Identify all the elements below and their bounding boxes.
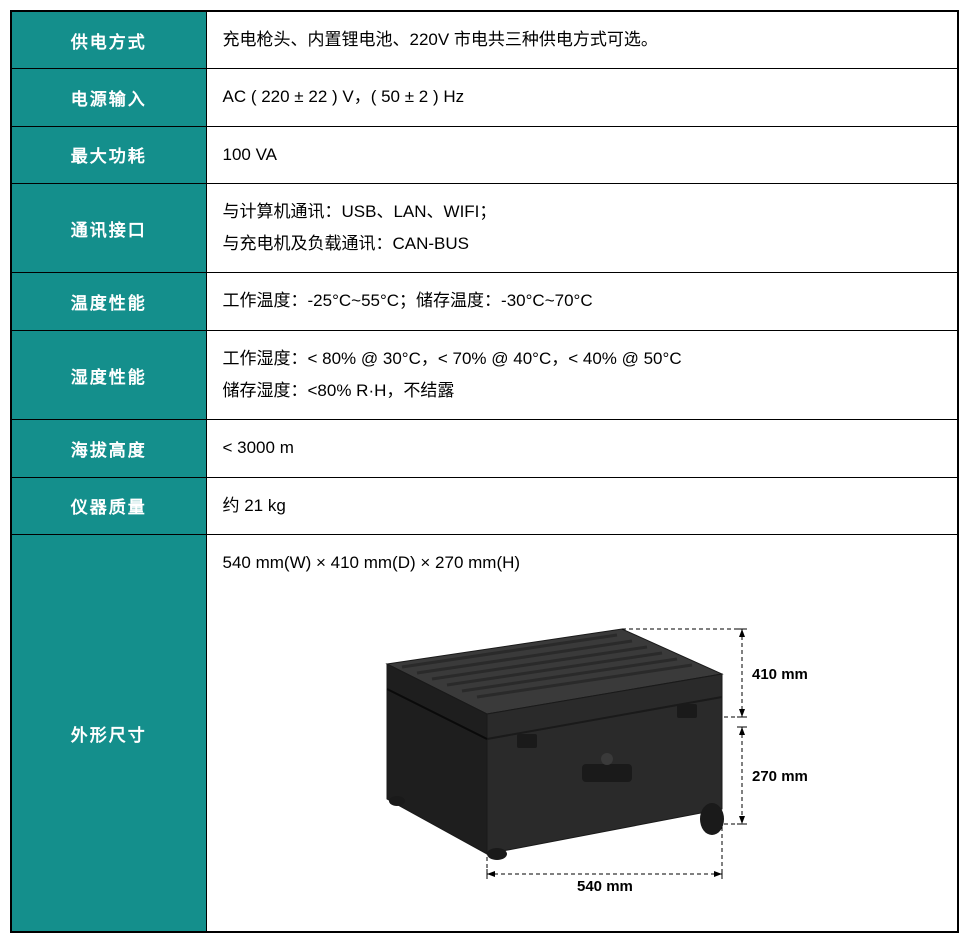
spec-value-line: 与充电机及负载通讯：CAN-BUS bbox=[223, 228, 942, 260]
dimension-label-depth: 410 mm bbox=[752, 666, 808, 683]
dimension-arrow bbox=[739, 727, 745, 735]
dimension-label-width: 540 mm bbox=[577, 878, 633, 895]
spec-value-line: 储存湿度：<80% R·H，不结露 bbox=[223, 375, 942, 407]
table-row: 外形尺寸 540 mm(W) × 410 mm(D) × 270 mm(H) bbox=[11, 534, 958, 932]
spec-value-line: 与计算机通讯：USB、LAN、WIFI； bbox=[223, 196, 942, 228]
case-wheel bbox=[700, 803, 724, 835]
spec-label: 温度性能 bbox=[11, 273, 206, 330]
spec-label: 外形尺寸 bbox=[11, 534, 206, 932]
dimension-label-height: 270 mm bbox=[752, 768, 808, 785]
case-handle-detail bbox=[601, 753, 613, 765]
table-row: 通讯接口 与计算机通讯：USB、LAN、WIFI； 与充电机及负载通讯：CAN-… bbox=[11, 183, 958, 273]
table-row: 海拔高度 < 3000 m bbox=[11, 420, 958, 477]
spec-label: 仪器质量 bbox=[11, 477, 206, 534]
spec-value: 充电枪头、内置锂电池、220V 市电共三种供电方式可选。 bbox=[206, 11, 958, 69]
dimension-text: 540 mm(W) × 410 mm(D) × 270 mm(H) bbox=[223, 547, 942, 579]
case-handle bbox=[582, 764, 632, 782]
spec-value: 工作湿度：< 80% @ 30°C，< 70% @ 40°C，< 40% @ 5… bbox=[206, 330, 958, 420]
spec-value: 与计算机通讯：USB、LAN、WIFI； 与充电机及负载通讯：CAN-BUS bbox=[206, 183, 958, 273]
case-dimension-svg: 410 mm 270 mm bbox=[302, 599, 862, 919]
case-foot bbox=[487, 848, 507, 860]
table-row: 温度性能 工作温度：-25°C~55°C；储存温度：-30°C~70°C bbox=[11, 273, 958, 330]
spec-value: < 3000 m bbox=[206, 420, 958, 477]
spec-value: 工作温度：-25°C~55°C；储存温度：-30°C~70°C bbox=[206, 273, 958, 330]
dimension-arrow bbox=[714, 871, 722, 877]
spec-value: AC ( 220 ± 22 ) V，( 50 ± 2 ) Hz bbox=[206, 69, 958, 126]
spec-label: 电源输入 bbox=[11, 69, 206, 126]
table-row: 最大功耗 100 VA bbox=[11, 126, 958, 183]
specification-table: 供电方式 充电枪头、内置锂电池、220V 市电共三种供电方式可选。 电源输入 A… bbox=[10, 10, 959, 933]
case-latch bbox=[677, 704, 697, 718]
case-latch bbox=[517, 734, 537, 748]
spec-value: 100 VA bbox=[206, 126, 958, 183]
dimension-arrow bbox=[487, 871, 495, 877]
spec-label: 海拔高度 bbox=[11, 420, 206, 477]
spec-value: 约 21 kg bbox=[206, 477, 958, 534]
spec-label: 通讯接口 bbox=[11, 183, 206, 273]
table-row: 电源输入 AC ( 220 ± 22 ) V，( 50 ± 2 ) Hz bbox=[11, 69, 958, 126]
case-diagram: 410 mm 270 mm bbox=[223, 599, 942, 919]
spec-label: 最大功耗 bbox=[11, 126, 206, 183]
spec-value: 540 mm(W) × 410 mm(D) × 270 mm(H) bbox=[206, 534, 958, 932]
table-row: 仪器质量 约 21 kg bbox=[11, 477, 958, 534]
dimension-arrow bbox=[739, 816, 745, 824]
table-row: 供电方式 充电枪头、内置锂电池、220V 市电共三种供电方式可选。 bbox=[11, 11, 958, 69]
table-row: 湿度性能 工作湿度：< 80% @ 30°C，< 70% @ 40°C，< 40… bbox=[11, 330, 958, 420]
dimension-arrow bbox=[739, 629, 745, 637]
spec-label: 供电方式 bbox=[11, 11, 206, 69]
dimension-arrow bbox=[739, 709, 745, 717]
spec-label: 湿度性能 bbox=[11, 330, 206, 420]
case-foot bbox=[389, 796, 405, 806]
spec-value-line: 工作湿度：< 80% @ 30°C，< 70% @ 40°C，< 40% @ 5… bbox=[223, 343, 942, 375]
